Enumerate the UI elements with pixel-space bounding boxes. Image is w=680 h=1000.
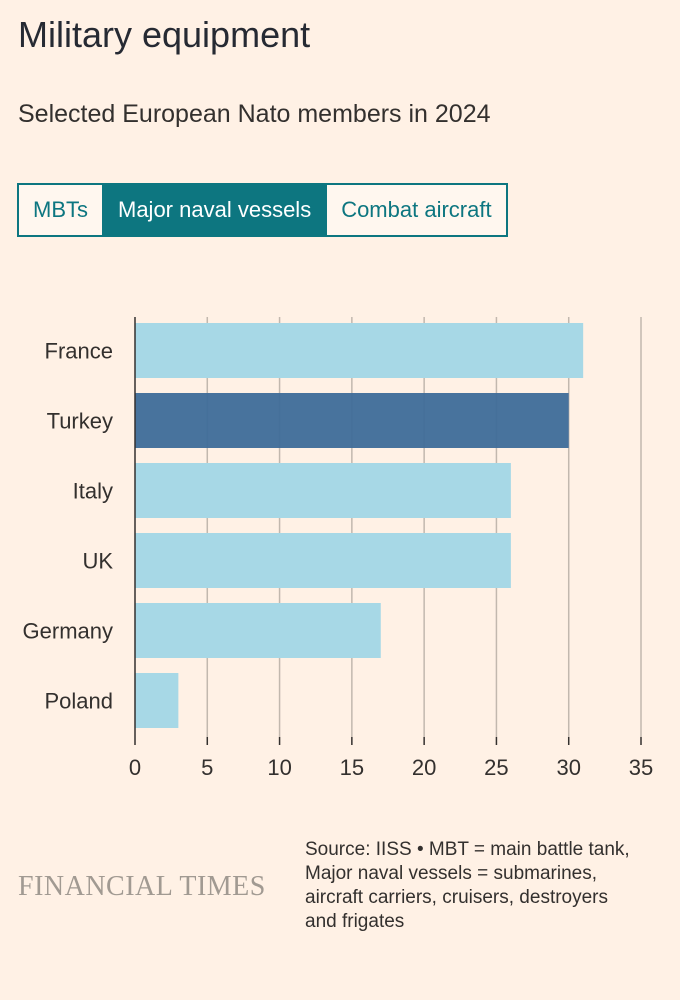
category-label-germany: Germany [23, 619, 113, 644]
category-label-italy: Italy [73, 479, 113, 504]
category-label-france: France [45, 339, 113, 364]
bar-uk [135, 533, 511, 588]
x-tick-label-20: 20 [412, 755, 436, 780]
source-line-3: aircraft carriers, cruisers, destroyers [305, 887, 609, 908]
x-tick-label-35: 35 [629, 755, 653, 780]
bar-chart: France Turkey Italy UK Germany Poland 0 5 10 15 20… [23, 317, 653, 780]
x-tick-label-5: 5 [201, 755, 213, 780]
bar-italy [135, 463, 511, 518]
x-tick-label-15: 15 [340, 755, 364, 780]
ft-logo: FINANCIAL TIMES [18, 871, 266, 902]
x-tick-label-30: 30 [556, 755, 580, 780]
chart-subtitle: Selected European Nato members in 2024 [18, 100, 491, 128]
source-line-4: and frigates [305, 911, 405, 932]
category-label-turkey: Turkey [47, 409, 113, 434]
source-line-2: Major naval vessels = submarines, [305, 863, 597, 884]
bar-germany [135, 603, 381, 658]
bar-turkey [135, 393, 569, 448]
bar-poland [135, 673, 179, 728]
category-label-poland: Poland [44, 689, 113, 714]
tab-major-naval-vessels[interactable]: Major naval vessels [104, 185, 328, 235]
tab-mbts[interactable]: MBTs [19, 185, 104, 235]
metric-tab-group: MBTs Major naval vessels Combat aircraft [17, 183, 508, 237]
tab-combat-aircraft[interactable]: Combat aircraft [327, 185, 506, 235]
source-line-1: Source: IISS • MBT = main battle tank, [305, 839, 630, 860]
bar-france [135, 323, 584, 378]
x-tick-label-10: 10 [267, 755, 291, 780]
category-label-uk: UK [82, 549, 113, 574]
x-tick-label-0: 0 [129, 755, 141, 780]
chart-title: Military equipment [18, 14, 311, 55]
source-note: Source: IISS • MBT = main battle tank, M… [305, 838, 675, 934]
x-tick-label-25: 25 [484, 755, 508, 780]
